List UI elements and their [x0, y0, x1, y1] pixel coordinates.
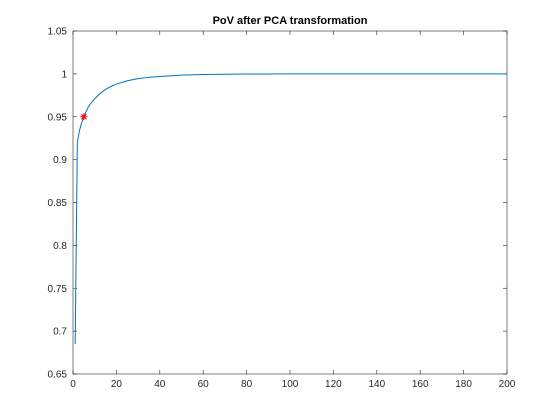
y-tick-label: 0.9	[53, 155, 67, 166]
y-tick-label: 0.65	[48, 370, 68, 381]
series-line	[74, 73, 507, 344]
star-marker-stroke	[80, 113, 87, 120]
plot-area	[72, 30, 508, 375]
x-tick-label: 0	[70, 379, 76, 390]
y-tick-label: 0.7	[53, 327, 67, 338]
series-layer	[74, 73, 507, 344]
x-tick-label: 120	[325, 379, 342, 390]
axis-tick-labels: 0 20 40 60 80 100 120 140 160 180 200 0.65 0.7 0.75 0.…	[48, 27, 516, 391]
chart-title: PoV after PCA transformation	[213, 15, 368, 27]
y-tick-label: 1.05	[48, 27, 68, 38]
x-tick-label: 160	[412, 379, 429, 390]
x-tick-label: 100	[282, 379, 299, 390]
x-tick-label: 40	[154, 379, 166, 390]
x-tick-label: 200	[499, 379, 516, 390]
y-tick-label: 0.85	[48, 198, 68, 209]
y-tick-label: 0.95	[48, 112, 68, 123]
y-tick-label: 0.75	[48, 284, 68, 295]
x-tick-label: 60	[198, 379, 210, 390]
x-tick-label: 20	[111, 379, 123, 390]
x-tick-label: 140	[368, 379, 385, 390]
axis-ticks	[72, 30, 508, 375]
x-tick-label: 80	[241, 379, 253, 390]
y-tick-label: 0.8	[53, 241, 67, 252]
y-tick-label: 1	[61, 69, 67, 80]
x-tick-label: 180	[455, 379, 472, 390]
star-marker	[80, 113, 88, 121]
